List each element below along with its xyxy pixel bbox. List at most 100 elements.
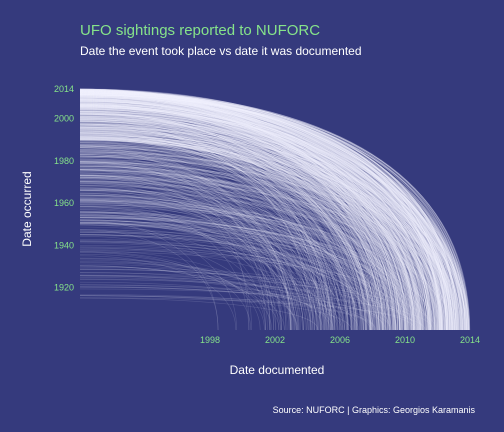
sighting-curve (79, 93, 441, 331)
sighting-curve (79, 128, 421, 331)
sighting-curve (79, 100, 395, 331)
sighting-curve (79, 133, 352, 331)
sighting-curve (79, 187, 299, 331)
sighting-curve (79, 136, 460, 331)
sighting-curve (79, 95, 453, 331)
sighting-curve (79, 177, 359, 331)
sighting-curve (79, 111, 336, 331)
sighting-curve (79, 202, 318, 331)
sighting-curve (79, 151, 442, 331)
sighting-curve (79, 152, 436, 331)
sighting-curve (79, 107, 378, 331)
sighting-curve (79, 136, 424, 331)
sighting-curve (79, 94, 465, 331)
sighting-curve (79, 155, 453, 331)
sighting-curve (79, 239, 390, 331)
y-axis-ticks: 1920 1940 1960 1980 2000 2014 (54, 84, 74, 293)
sighting-curve (79, 133, 467, 331)
sighting-curve (79, 98, 375, 331)
sighting-curve (79, 94, 430, 331)
sighting-curve (79, 153, 459, 331)
sighting-curve (79, 99, 402, 331)
sighting-curve (79, 115, 453, 331)
sighting-curve (79, 141, 456, 331)
sighting-curve (79, 89, 463, 331)
sighting-curve (79, 212, 393, 331)
sighting-curve (79, 92, 444, 331)
sighting-curve (79, 93, 384, 331)
sighting-curve (79, 180, 407, 331)
sighting-curve (79, 97, 462, 331)
sighting-curve (79, 174, 271, 331)
sighting-curve (79, 119, 384, 331)
sighting-curve (79, 167, 399, 331)
sighting-curve (79, 115, 385, 331)
sighting-curve (79, 98, 433, 331)
sighting-curve (79, 137, 455, 331)
sighting-curve (79, 217, 434, 331)
sighting-curve (79, 166, 433, 331)
sighting-curve (79, 99, 428, 331)
sighting-curve (79, 91, 406, 331)
sighting-curve (79, 120, 386, 331)
sighting-curve (79, 94, 447, 331)
sighting-curve (79, 132, 450, 331)
sighting-curve (79, 108, 371, 331)
sighting-curve (79, 124, 433, 331)
sighting-curve (79, 93, 449, 331)
sighting-curve (79, 139, 449, 331)
sighting-curve (79, 224, 371, 331)
sighting-curve (79, 119, 455, 331)
sighting-curve (79, 223, 421, 331)
sighting-curve (79, 229, 437, 331)
y-tick-label: 1920 (54, 283, 74, 293)
sighting-curve (79, 223, 354, 331)
sighting-curve (79, 190, 392, 331)
sighting-curve (79, 90, 459, 331)
sighting-curve (79, 132, 416, 331)
sighting-curve (79, 124, 387, 331)
sighting-curve (79, 192, 295, 331)
sighting-curve (79, 94, 405, 331)
sighting-curve (79, 99, 420, 331)
sighting-curve (79, 104, 438, 331)
sighting-curve (79, 92, 407, 331)
sighting-curve (79, 106, 388, 331)
sighting-curve (79, 91, 442, 331)
sighting-curve (79, 107, 465, 331)
sighting-curve (79, 114, 384, 331)
sighting-curve (79, 109, 436, 331)
sighting-curve (79, 103, 434, 331)
sighting-curve (79, 234, 403, 331)
sighting-curve (79, 112, 420, 331)
sighting-curve (79, 211, 402, 331)
sighting-curve (79, 130, 455, 331)
sighting-curve (79, 111, 401, 331)
sighting-curve (79, 89, 405, 331)
sighting-curve (79, 200, 434, 331)
sighting-curve (79, 136, 325, 331)
sighting-curve (79, 128, 418, 331)
sighting-curve (79, 100, 431, 331)
sighting-curve (79, 106, 375, 331)
sighting-curve (79, 94, 453, 331)
sighting-curve (79, 95, 454, 331)
sighting-curve (79, 149, 423, 331)
sighting-curve (79, 172, 465, 331)
sighting-curve (79, 105, 390, 331)
sighting-curve (79, 93, 466, 331)
sighting-curve (79, 214, 279, 331)
sighting-curve (79, 109, 440, 331)
sighting-curve (79, 175, 445, 331)
sighting-curve (79, 92, 441, 331)
sighting-curve (79, 93, 440, 331)
sighting-curve (79, 96, 425, 331)
sighting-curve (79, 215, 299, 331)
sighting-curve (79, 178, 388, 331)
sighting-curve (79, 120, 420, 331)
sighting-curve (79, 181, 321, 331)
sighting-curve (79, 223, 412, 331)
sighting-curve (79, 132, 453, 331)
sighting-curve (79, 269, 423, 331)
sighting-curve (79, 91, 388, 331)
